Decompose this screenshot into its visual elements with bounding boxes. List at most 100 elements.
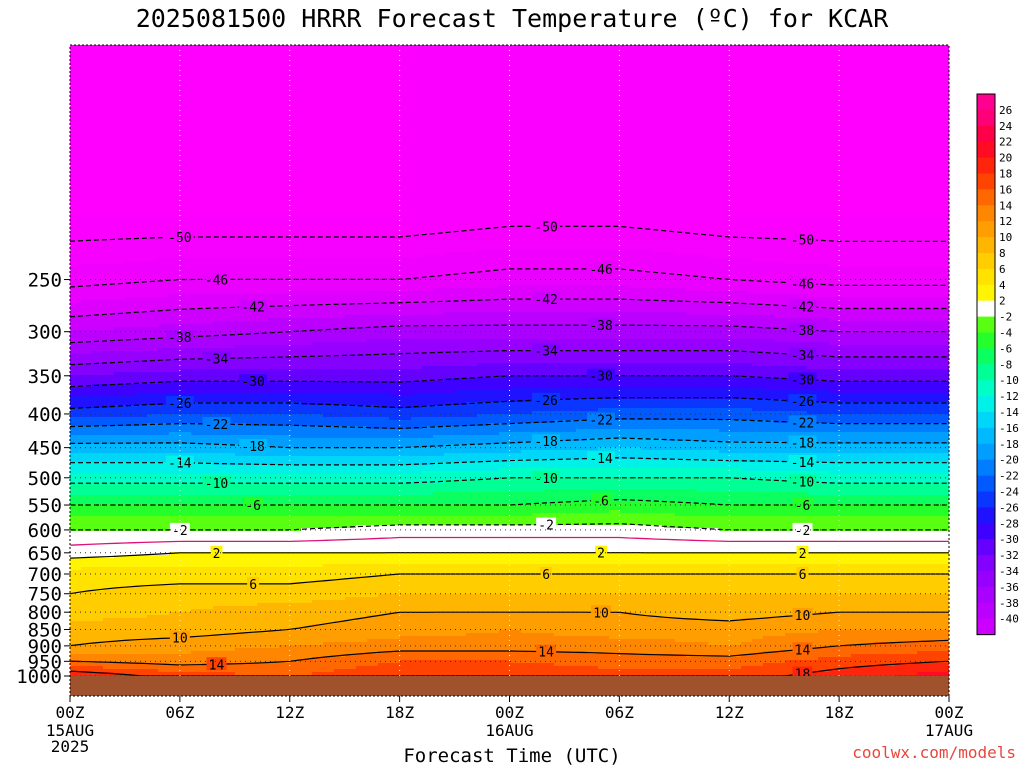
x-tick-label: 18Z: [385, 703, 414, 722]
contour-label: -34: [791, 349, 815, 364]
contour-label: -2: [795, 524, 811, 539]
x-tick-label: 00Z: [495, 703, 524, 722]
x-tick-label: 06Z: [165, 703, 194, 722]
colorbar-cell: [977, 174, 995, 190]
colorbar-label: 8: [999, 247, 1006, 260]
x-tick-sublabel: 16AUG: [485, 721, 533, 740]
contour-label: -26: [534, 394, 557, 409]
y-tick-label: 350: [28, 366, 62, 388]
colorbar-cell: [977, 189, 995, 205]
colorbar-cell: [977, 142, 995, 158]
colorbar-cell: [977, 539, 995, 555]
colorbar-label: 12: [999, 215, 1012, 228]
contour-label: 10: [795, 609, 811, 624]
contour-label: -42: [791, 301, 814, 316]
x-tick-label: 06Z: [605, 703, 634, 722]
contour-label: 14: [209, 658, 225, 673]
colorbar-label: -22: [999, 470, 1019, 483]
ground-strip: [70, 676, 949, 696]
colorbar-label: -12: [999, 390, 1019, 403]
contour-label: -14: [168, 457, 192, 472]
contour-label: -46: [589, 263, 612, 278]
contour-label: -38: [589, 319, 612, 334]
colorbar-label: -26: [999, 501, 1019, 514]
colorbar-cell: [977, 94, 995, 110]
colorbar-cell: [977, 571, 995, 587]
colorbar-label: -14: [999, 406, 1019, 419]
colorbar-label: 24: [999, 120, 1013, 133]
contour-label: -2: [538, 519, 554, 534]
colorbar-label: -32: [999, 549, 1019, 562]
contour-label: -14: [791, 456, 815, 471]
contour-label: -50: [168, 231, 191, 246]
colorbar-cell: [977, 126, 995, 142]
colorbar-label: 10: [999, 231, 1012, 244]
colorbar-cell: [977, 444, 995, 460]
x-tick-label: 00Z: [935, 703, 964, 722]
contour-label: 6: [799, 568, 807, 583]
contour-label: 14: [538, 646, 554, 661]
colorbar-label: -4: [999, 327, 1013, 340]
y-tick-label: 700: [28, 564, 62, 586]
colorbar-cell: [977, 428, 995, 444]
colorbar-label: 2: [999, 295, 1006, 308]
y-tick-label: 500: [28, 468, 62, 490]
colorbar-cell: [977, 285, 995, 301]
y-tick-label: 250: [28, 270, 62, 292]
x-tick-label: 12Z: [715, 703, 744, 722]
y-tick-label: 650: [28, 543, 62, 565]
colorbar-cell: [977, 269, 995, 285]
contour-label: 6: [542, 568, 550, 583]
colorbar-cell: [977, 476, 995, 492]
colorbar-label: -8: [999, 358, 1012, 371]
colorbar-cell: [977, 317, 995, 333]
y-tick-label: 600: [28, 520, 62, 542]
y-tick-label: 550: [28, 495, 62, 517]
contour-label: -30: [589, 370, 612, 385]
colorbar-cell: [977, 253, 995, 269]
contour-label: 10: [593, 606, 609, 621]
colorbar-cell: [977, 412, 995, 428]
colorbar-label: 22: [999, 136, 1012, 149]
colorbar-label: -24: [999, 486, 1019, 499]
contour-label: 14: [795, 643, 811, 658]
colorbar-cell: [977, 333, 995, 349]
colorbar-label: 6: [999, 263, 1006, 276]
contour-label: -18: [534, 435, 557, 450]
contour-label: -18: [791, 437, 814, 452]
x-tick-sublabel: 17AUG: [925, 721, 973, 740]
colorbar-label: 26: [999, 104, 1012, 117]
colorbar-cell: [977, 396, 995, 412]
colorbar-label: 4: [999, 279, 1006, 292]
contour-label: -30: [241, 375, 264, 390]
contour-label: 2: [597, 547, 605, 562]
x-tick-label: 18Z: [825, 703, 854, 722]
colorbar-cell: [977, 205, 995, 221]
colorbar-label: -6: [999, 342, 1012, 355]
colorbar-label: -38: [999, 597, 1019, 610]
contour-label: -22: [791, 416, 814, 431]
contour-label: 2: [799, 547, 807, 562]
contour-label: -46: [205, 273, 228, 288]
colorbar-cell: [977, 492, 995, 508]
colorbar-label: 16: [999, 183, 1012, 196]
colorbar-cell: [977, 619, 995, 635]
colorbar-label: -30: [999, 533, 1019, 546]
colorbar-label: 14: [999, 199, 1013, 212]
colorbar-label: 20: [999, 152, 1012, 165]
colorbar-label: -18: [999, 438, 1019, 451]
contour-label: -42: [241, 301, 264, 316]
contour-label: -34: [205, 353, 229, 368]
contour-label: -38: [168, 331, 191, 346]
y-tick-label: 450: [28, 438, 62, 460]
colorbar-cell: [977, 301, 995, 317]
y-tick-label: 400: [28, 404, 62, 426]
contour-label: -50: [534, 220, 557, 235]
contour-label: -10: [205, 477, 228, 492]
colorbar-cell: [977, 523, 995, 539]
y-tick-label: 300: [28, 322, 62, 344]
colorbar-label: -28: [999, 517, 1019, 530]
x-tick-label: 00Z: [56, 703, 85, 722]
contour-label: -22: [205, 418, 228, 433]
